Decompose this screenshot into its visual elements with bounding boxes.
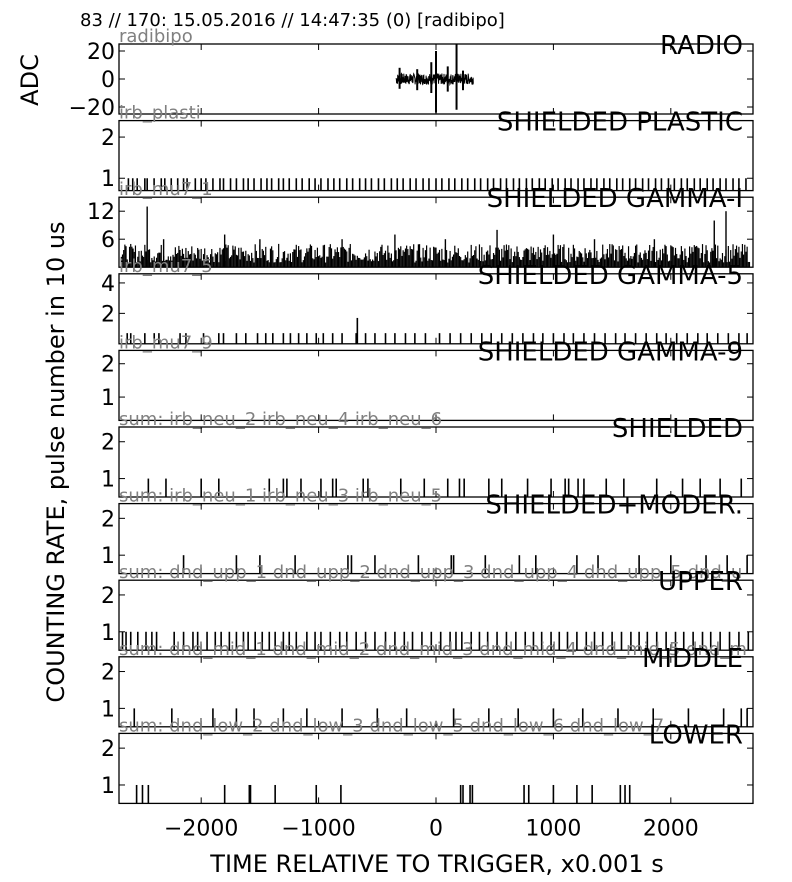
- counting-rate-axis-label: COUNTING RATE, pulse number in 10 us: [42, 221, 70, 702]
- y-tick-label: −20: [69, 96, 115, 121]
- panel-6: sum: irb_neu_2 irb_neu_4 irb_neu_6 SHIELD…: [101, 409, 754, 498]
- panel-8: sum: dnd_upp_1 dnd_upp_2 dnd_upp_3 dnd_u…: [101, 562, 754, 651]
- y-tick-label: 2: [101, 507, 115, 532]
- panel-3: irb_mu7_1 SHIELDED GAMMA-I 12 6: [87, 179, 754, 268]
- y-tick-label: 12: [87, 200, 115, 225]
- y-tick-label: 1: [101, 774, 115, 799]
- detector-label: sum: dnd_upp_1 dnd_upp_2 dnd_upp_3 dnd_u…: [119, 562, 742, 583]
- panel-title: UPPER: [658, 567, 743, 597]
- y-tick-label: 4: [101, 272, 115, 297]
- x-tick-label: 1000: [525, 816, 581, 841]
- y-tick-label: 2: [101, 302, 115, 327]
- x-tick-label: −2000: [164, 816, 238, 841]
- panel-title: SHIELDED+MODER.: [485, 491, 743, 521]
- detector-label: irb_mu7_9: [119, 332, 213, 353]
- y-tick-label: 2: [101, 584, 115, 609]
- panel-5: irb_mu7_9 SHIELDED GAMMA-9 2 1: [101, 332, 754, 422]
- panel-title: MIDDLE: [642, 644, 743, 674]
- y-tick-label: 2: [101, 737, 115, 762]
- waveform-line: [395, 72, 474, 87]
- y-tick-label: 2: [101, 661, 115, 686]
- panel-title: SHIELDED PLASTIC: [497, 108, 743, 138]
- y-tick-label: 1: [101, 544, 115, 569]
- panel-9: sum: dnd_mid_1 dnd_mid_2 dnd_mid_3 dnd_m…: [101, 639, 754, 728]
- y-tick-label: 1: [101, 167, 115, 192]
- y-tick-label: 2: [101, 431, 115, 456]
- x-tick-label: 0: [429, 816, 443, 841]
- y-tick-label: 1: [101, 468, 115, 493]
- y-tick-label: 6: [101, 228, 115, 253]
- panel-title: SHIELDED GAMMA-5: [478, 261, 743, 291]
- detector-label: irb_plasti: [119, 103, 201, 124]
- y-tick-label: 0: [101, 68, 115, 93]
- time-axis-label: TIME RELATIVE TO TRIGGER, x0.001 s: [209, 850, 663, 878]
- detector-label: sum: irb_neu_1 irb_neu_3 irb_neu_5: [119, 486, 442, 507]
- y-tick-label: 1: [101, 386, 115, 411]
- panel-10: sum: dnd_low_2 dnd_low_3 dnd_low_5 dnd_l…: [101, 715, 754, 805]
- y-tick-label: 2: [101, 126, 115, 151]
- detector-label: sum: dnd_low_2 dnd_low_3 dnd_low_5 dnd_l…: [119, 715, 664, 736]
- detector-label: sum: dnd_mid_1 dnd_mid_2 dnd_mid_3 dnd_m…: [119, 639, 747, 660]
- panel-title: LOWER: [649, 720, 743, 750]
- detector-label: irb_mu7_5: [119, 256, 213, 277]
- y-tick-label: 1: [101, 621, 115, 646]
- panel-title: SHIELDED GAMMA-9: [478, 337, 743, 367]
- y-tick-label: 2: [101, 353, 115, 378]
- panel-1: radibipo RADIO 20 0 −20: [69, 26, 754, 121]
- x-tick-label: −1000: [281, 816, 355, 841]
- plot-header: 83 // 170: 15.05.2016 // 14:47:35 (0) [r…: [80, 10, 505, 31]
- detector-label: irb_mu7_1: [119, 179, 213, 200]
- y-tick-label: 20: [87, 40, 115, 65]
- panels: radibipo RADIO 20 0 −20 irb_plasti SHIELDED PL…: [69, 26, 754, 805]
- panel-4: irb_mu7_5 SHIELDED GAMMA-5 4 2: [101, 256, 754, 345]
- panel-title: SHIELDED GAMMA-I: [487, 184, 743, 214]
- panel-2: irb_plasti SHIELDED PLASTIC 2 1: [101, 103, 754, 192]
- y-tick-label: 1: [101, 697, 115, 722]
- panel-7: sum: irb_neu_1 irb_neu_3 irb_neu_5 SHIELD…: [101, 486, 754, 575]
- panel-title: SHIELDED: [612, 414, 743, 444]
- x-tick-label: 2000: [643, 816, 699, 841]
- panel-title: RADIO: [660, 31, 743, 61]
- x-axis-ticks: −2000 −1000 0 1000 2000: [164, 816, 699, 841]
- adc-axis-label: ADC: [16, 54, 44, 106]
- detector-label: sum: irb_neu_2 irb_neu_4 irb_neu_6: [119, 409, 442, 430]
- detector-label: radibipo: [119, 26, 193, 47]
